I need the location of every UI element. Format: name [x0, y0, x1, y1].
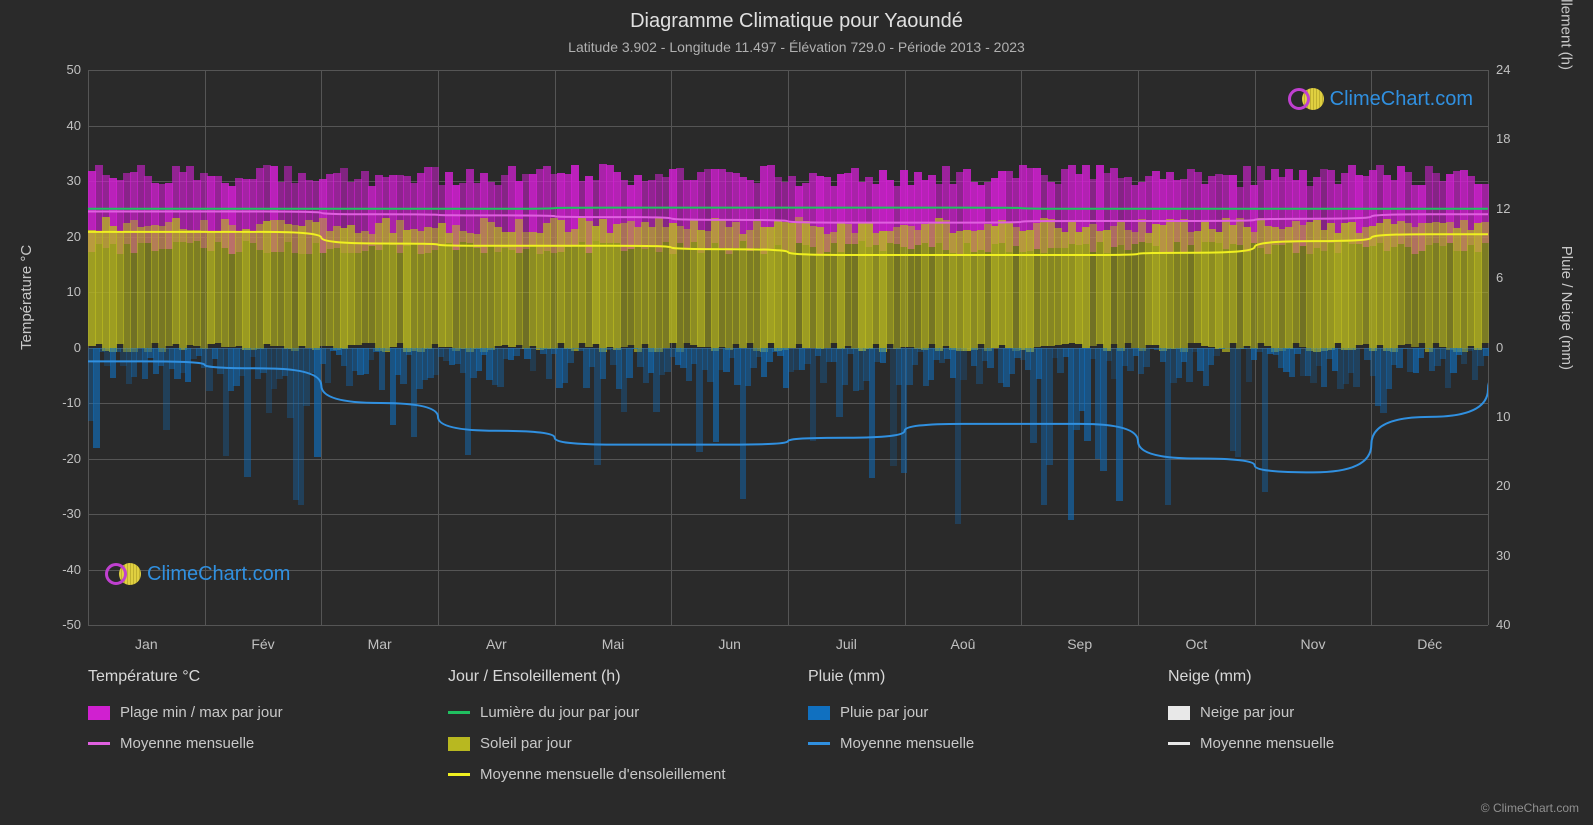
month-label: Juil [836, 636, 857, 652]
y-tick-left: -40 [41, 562, 81, 577]
copyright: © ClimeChart.com [1481, 801, 1579, 815]
legend-item: Moyenne mensuelle [1168, 735, 1488, 752]
legend-swatch-icon [808, 706, 830, 720]
legend-swatch-icon [448, 737, 470, 751]
watermark-text: ClimeChart.com [1330, 88, 1473, 111]
y-tick-right-hours: 24 [1496, 62, 1536, 77]
legend-heading: Jour / Ensoleillement (h) [448, 668, 768, 686]
legend-label: Moyenne mensuelle [120, 735, 254, 752]
legend-swatch-icon [808, 742, 830, 745]
y-axis-left-title: Température °C [18, 245, 35, 350]
month-label: Mar [368, 636, 392, 652]
y-tick-right-mm: 10 [1496, 409, 1536, 424]
y-tick-left: 30 [41, 173, 81, 188]
month-label: Avr [486, 636, 507, 652]
watermark-text: ClimeChart.com [147, 563, 290, 586]
legend-heading: Pluie (mm) [808, 668, 1128, 686]
y-tick-right-hours: 6 [1496, 270, 1536, 285]
y-tick-left: -50 [41, 617, 81, 632]
legend-item: Plage min / max par jour [88, 704, 408, 721]
month-label: Mai [602, 636, 625, 652]
y-tick-left: -20 [41, 451, 81, 466]
watermark-bottom-left: ClimeChart.com [105, 560, 290, 588]
legend-column: Température °C Plage min / max par jour Mo… [88, 668, 408, 783]
legend-item: Neige par jour [1168, 704, 1488, 721]
logo-icon [1288, 85, 1324, 113]
month-label: Fév [251, 636, 274, 652]
climate-chart: Diagramme Climatique pour Yaoundé Latitu… [0, 0, 1593, 825]
legend-swatch-icon [88, 742, 110, 745]
y-tick-left: 10 [41, 284, 81, 299]
y-tick-left: -10 [41, 395, 81, 410]
month-label: Nov [1301, 636, 1326, 652]
legend-swatch-icon [448, 773, 470, 776]
watermark-top-right: ClimeChart.com [1288, 85, 1473, 113]
y-tick-right-hours: 12 [1496, 201, 1536, 216]
legend-column: Jour / Ensoleillement (h) Lumière du jour… [448, 668, 768, 783]
y-tick-left: 50 [41, 62, 81, 77]
legend-label: Soleil par jour [480, 735, 572, 752]
y-axis-right-bottom-title: Pluie / Neige (mm) [1558, 246, 1575, 370]
legend-heading: Température °C [88, 668, 408, 686]
legend-heading: Neige (mm) [1168, 668, 1488, 686]
y-tick-left: 0 [41, 340, 81, 355]
logo-icon [105, 560, 141, 588]
legend-column: Pluie (mm) Pluie par jour Moyenne mensuell… [808, 668, 1128, 783]
y-tick-left: 40 [41, 118, 81, 133]
y-tick-right-hours: 0 [1496, 340, 1536, 355]
legend-item: Pluie par jour [808, 704, 1128, 721]
legend-item: Lumière du jour par jour [448, 704, 768, 721]
plot-area [88, 70, 1488, 625]
y-axis-right-top-title: Jour / Ensoleillement (h) [1558, 0, 1575, 70]
legend-label: Moyenne mensuelle [840, 735, 974, 752]
legend-swatch-icon [448, 711, 470, 714]
legend-column: Neige (mm) Neige par jour Moyenne mensuell… [1168, 668, 1488, 783]
legend-label: Plage min / max par jour [120, 704, 283, 721]
chart-subtitle: Latitude 3.902 - Longitude 11.497 - Élév… [0, 33, 1593, 55]
legend-label: Moyenne mensuelle [1200, 735, 1334, 752]
legend-label: Moyenne mensuelle d'ensoleillement [480, 766, 726, 783]
legend-label: Lumière du jour par jour [480, 704, 639, 721]
legend-item: Moyenne mensuelle [88, 735, 408, 752]
y-tick-left: -30 [41, 506, 81, 521]
chart-title: Diagramme Climatique pour Yaoundé [0, 0, 1593, 33]
month-label: Jun [718, 636, 741, 652]
y-tick-left: 20 [41, 229, 81, 244]
month-label: Aoû [951, 636, 976, 652]
month-label: Sep [1067, 636, 1092, 652]
gridline-h [88, 625, 1488, 626]
legend-item: Moyenne mensuelle d'ensoleillement [448, 766, 768, 783]
month-label: Oct [1185, 636, 1207, 652]
legend: Température °C Plage min / max par jour Mo… [88, 668, 1488, 783]
legend-label: Neige par jour [1200, 704, 1294, 721]
legend-swatch-icon [1168, 706, 1190, 720]
legend-item: Soleil par jour [448, 735, 768, 752]
y-tick-right-hours: 18 [1496, 131, 1536, 146]
y-tick-right-mm: 20 [1496, 478, 1536, 493]
legend-swatch-icon [88, 706, 110, 720]
legend-swatch-icon [1168, 742, 1190, 745]
month-label: Déc [1417, 636, 1442, 652]
legend-item: Moyenne mensuelle [808, 735, 1128, 752]
rain-band [88, 70, 1488, 625]
legend-label: Pluie par jour [840, 704, 928, 721]
y-tick-right-mm: 30 [1496, 548, 1536, 563]
y-tick-right-mm: 40 [1496, 617, 1536, 632]
month-label: Jan [135, 636, 158, 652]
